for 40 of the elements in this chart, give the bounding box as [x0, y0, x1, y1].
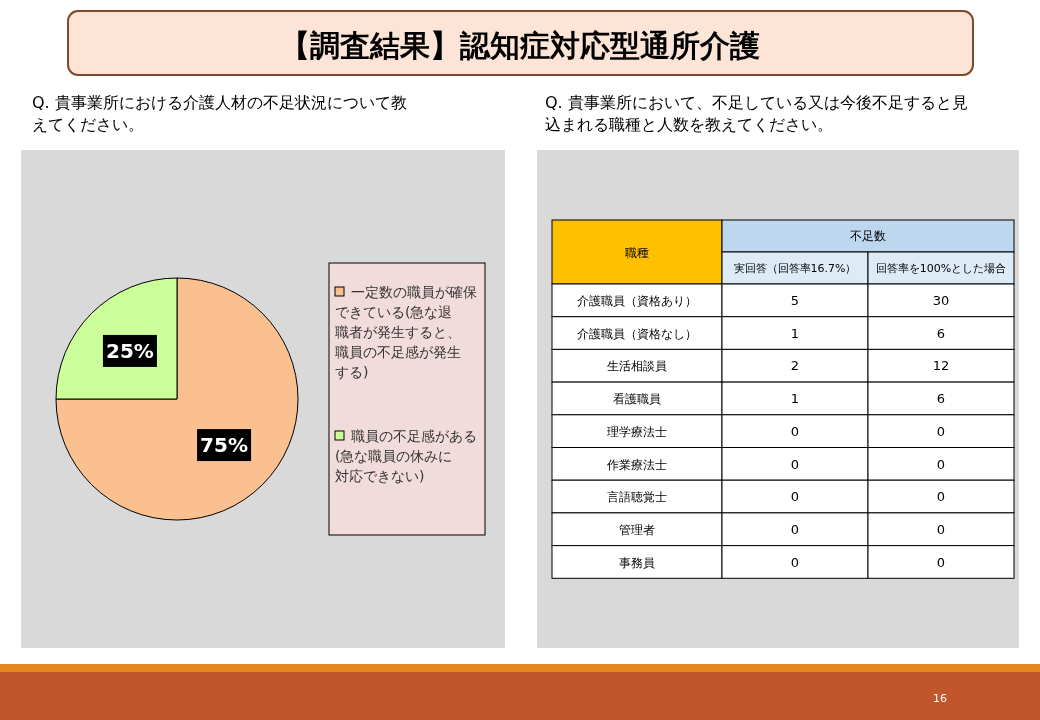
data-label: 1 — [790, 325, 800, 341]
data-label: 6 — [936, 391, 946, 407]
legend-label: 一定数の職員が確保できている(急な退職者が発生すると、職員の不足感が発生する) — [335, 284, 477, 380]
series-label: 実回答（回答率16.7%） — [733, 262, 857, 275]
data-label: 0 — [936, 521, 946, 537]
text: 16 — [933, 692, 947, 705]
data-label: 0 — [790, 521, 800, 537]
data-label: 5 — [790, 293, 800, 308]
category-label: 作業療法士 — [606, 457, 667, 472]
data-label: 75% — [200, 433, 248, 458]
category-label: 生活相談員 — [607, 359, 667, 374]
data-label: 0 — [936, 456, 946, 472]
category-label: 事務員 — [619, 555, 655, 570]
data-label: 0 — [936, 423, 946, 439]
data-label: 0 — [936, 554, 946, 570]
data-label: 0 — [790, 554, 800, 570]
category-label: 管理者 — [619, 522, 655, 537]
category-label: 理学療法士 — [607, 424, 667, 439]
category-label: 看護職員 — [613, 392, 661, 407]
data-label: 0 — [790, 489, 800, 505]
data-label: 25% — [106, 338, 154, 363]
category-label: 介護職員（資格なし） — [577, 326, 697, 341]
category-label: 介護職員（資格あり） — [577, 294, 697, 308]
data-label: 0 — [790, 456, 800, 472]
pie-slice — [55, 277, 299, 521]
data-label: 30 — [932, 293, 950, 308]
text: 職種 — [625, 246, 649, 260]
category-label: 言語聴覚士 — [607, 490, 667, 505]
chart-subtitle: Q. 貴事業所における介護人材の不足状況について教えてください。 — [32, 93, 407, 134]
legend-title: 不足数 — [850, 229, 886, 243]
text: Q. 貴事業所において、不足している又は今後不足すると見込まれる職種と人数を教えてください。 — [545, 93, 968, 134]
data-label: 1 — [790, 391, 800, 407]
data-label: 0 — [790, 423, 800, 439]
chart-title: 【調査結果】認知症対応型通所介護 — [280, 28, 760, 63]
data-label: 6 — [936, 325, 946, 341]
legend-label: 職員の不足感がある(急な職員の休みに対応できない) — [335, 428, 477, 484]
data-label: 2 — [790, 358, 800, 374]
data-label: 12 — [932, 358, 950, 374]
data-label: 0 — [936, 489, 946, 505]
series-label: 回答率を100%とした場合 — [875, 262, 1007, 275]
